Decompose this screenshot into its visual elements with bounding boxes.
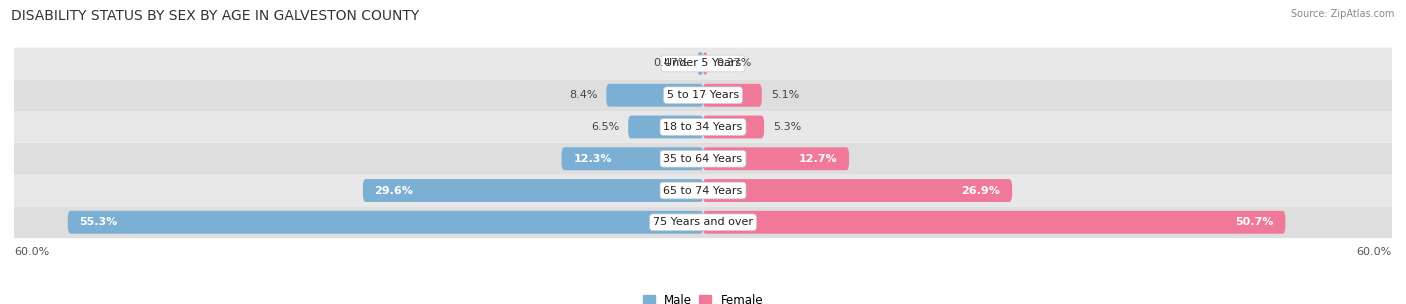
FancyBboxPatch shape xyxy=(703,147,849,170)
FancyBboxPatch shape xyxy=(561,147,703,170)
Text: 5.1%: 5.1% xyxy=(770,90,799,100)
Text: 18 to 34 Years: 18 to 34 Years xyxy=(664,122,742,132)
FancyBboxPatch shape xyxy=(363,179,703,202)
Text: 12.7%: 12.7% xyxy=(799,154,838,164)
FancyBboxPatch shape xyxy=(8,48,1398,79)
Text: 8.4%: 8.4% xyxy=(569,90,598,100)
Text: 5 to 17 Years: 5 to 17 Years xyxy=(666,90,740,100)
FancyBboxPatch shape xyxy=(703,179,1012,202)
FancyBboxPatch shape xyxy=(8,206,1398,238)
FancyBboxPatch shape xyxy=(703,52,707,75)
FancyBboxPatch shape xyxy=(8,111,1398,143)
Text: Under 5 Years: Under 5 Years xyxy=(665,58,741,68)
Text: 55.3%: 55.3% xyxy=(80,217,118,227)
Text: 75 Years and over: 75 Years and over xyxy=(652,217,754,227)
Text: 29.6%: 29.6% xyxy=(374,185,413,195)
Text: Source: ZipAtlas.com: Source: ZipAtlas.com xyxy=(1291,9,1395,19)
Legend: Male, Female: Male, Female xyxy=(643,294,763,304)
FancyBboxPatch shape xyxy=(67,211,703,234)
FancyBboxPatch shape xyxy=(703,116,763,138)
Text: 60.0%: 60.0% xyxy=(14,247,49,257)
Text: 0.47%: 0.47% xyxy=(652,58,689,68)
Text: 35 to 64 Years: 35 to 64 Years xyxy=(664,154,742,164)
Text: 65 to 74 Years: 65 to 74 Years xyxy=(664,185,742,195)
FancyBboxPatch shape xyxy=(703,84,762,107)
FancyBboxPatch shape xyxy=(8,143,1398,174)
Text: 50.7%: 50.7% xyxy=(1236,217,1274,227)
FancyBboxPatch shape xyxy=(8,174,1398,206)
Text: 12.3%: 12.3% xyxy=(574,154,612,164)
Text: 26.9%: 26.9% xyxy=(962,185,1001,195)
FancyBboxPatch shape xyxy=(628,116,703,138)
FancyBboxPatch shape xyxy=(606,84,703,107)
Text: 6.5%: 6.5% xyxy=(591,122,619,132)
Text: DISABILITY STATUS BY SEX BY AGE IN GALVESTON COUNTY: DISABILITY STATUS BY SEX BY AGE IN GALVE… xyxy=(11,9,419,23)
Text: 60.0%: 60.0% xyxy=(1357,247,1392,257)
FancyBboxPatch shape xyxy=(8,79,1398,111)
Text: 0.37%: 0.37% xyxy=(717,58,752,68)
FancyBboxPatch shape xyxy=(703,211,1285,234)
Text: 5.3%: 5.3% xyxy=(773,122,801,132)
FancyBboxPatch shape xyxy=(697,52,703,75)
